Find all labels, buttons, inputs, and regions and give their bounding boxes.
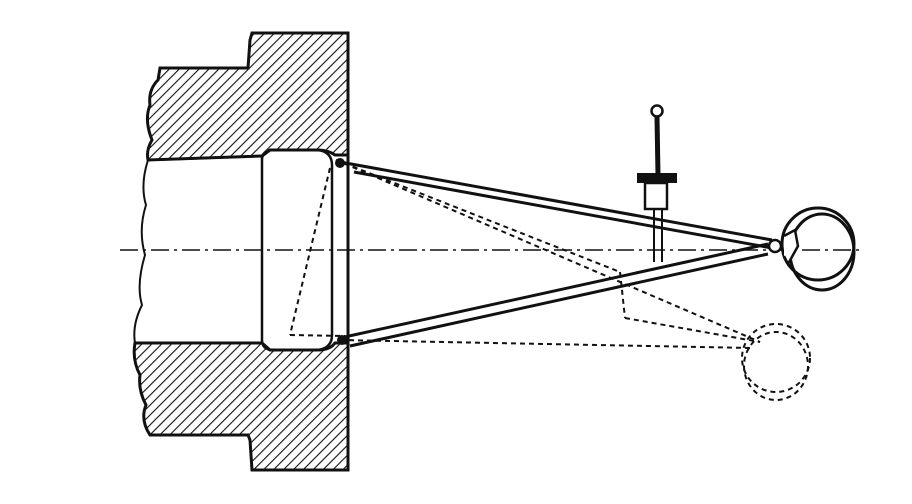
lower-hatched-section (132, 341, 350, 472)
ring-clip (782, 228, 800, 267)
bore-outline (135, 154, 263, 345)
upper-pin (335, 158, 345, 168)
dashed-arm-position (289, 159, 761, 349)
bore-left-edge (133, 159, 149, 344)
indicator-icon (637, 104, 677, 262)
dashed-ring (741, 323, 811, 401)
lower-pin (337, 335, 347, 345)
solid-arms (339, 160, 773, 348)
upper-hatched-section (145, 31, 350, 162)
apex-pivot (767, 238, 783, 254)
